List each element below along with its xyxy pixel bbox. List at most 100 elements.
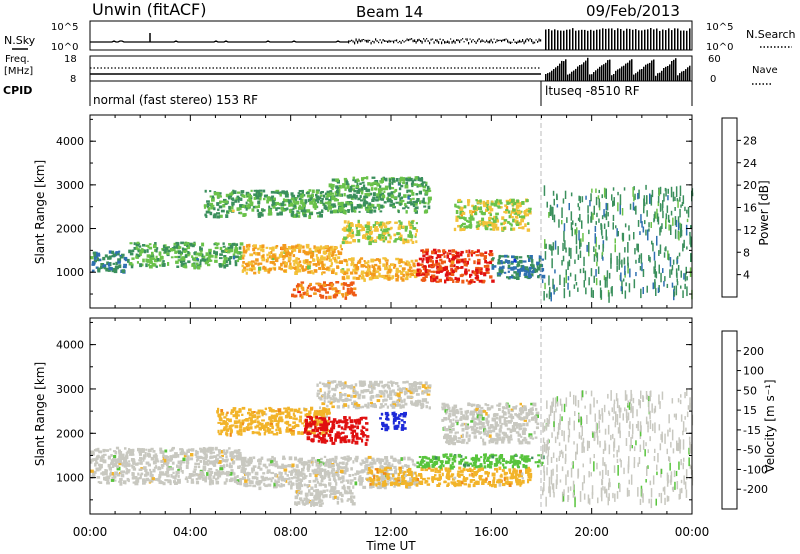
- power-cell: [367, 271, 370, 276]
- power-cell: [674, 216, 677, 226]
- power-cell: [328, 206, 332, 210]
- velocity-cell: [420, 460, 424, 464]
- velocity-cell: [256, 415, 260, 418]
- power-cell: [487, 224, 492, 227]
- nave-bar: [639, 69, 641, 81]
- velocity-cell: [119, 482, 123, 486]
- power-cell: [690, 225, 692, 229]
- power-cell: [660, 272, 662, 283]
- power-cell: [108, 266, 112, 271]
- velocity-cell: [376, 486, 380, 490]
- velocity-cell: [291, 463, 295, 468]
- power-cell: [356, 182, 359, 186]
- power-cell: [118, 250, 121, 253]
- velocity-cell: [277, 420, 280, 424]
- velocity-cell: [195, 478, 199, 481]
- power-cell: [601, 235, 604, 239]
- power-cell: [378, 194, 382, 198]
- velocity-cell: [376, 457, 380, 461]
- power-cell: [360, 272, 364, 275]
- power-cell: [541, 279, 544, 284]
- power-cell: [362, 235, 366, 239]
- power-cell: [427, 269, 431, 273]
- power-cell: [654, 281, 656, 289]
- power-cell: [408, 223, 413, 227]
- velocity-cell: [299, 415, 303, 419]
- power-cell: [349, 227, 352, 232]
- power-cell: [398, 182, 401, 185]
- velocity-cell: [413, 481, 417, 484]
- power-cell: [223, 198, 227, 203]
- velocity-cell: [390, 481, 394, 485]
- velocity-cell: [129, 449, 132, 453]
- velocity-cell: [157, 466, 162, 471]
- velocity-cell: [241, 476, 245, 481]
- power-cell: [509, 276, 514, 279]
- velocity-cell: [318, 468, 323, 473]
- velocity-cell: [286, 414, 291, 418]
- velocity-cell: [101, 454, 105, 459]
- nsky-point: [390, 40, 392, 43]
- power-cell: [293, 204, 297, 208]
- nsky-point: [412, 39, 414, 43]
- power-cell: [292, 288, 296, 292]
- velocity-cell: [376, 470, 380, 474]
- velocity-cell: [277, 465, 281, 469]
- power-cell: [446, 254, 450, 259]
- power-cell: [349, 185, 353, 190]
- velocity-cell: [365, 477, 368, 480]
- power-cell: [666, 283, 669, 288]
- power-cell: [503, 271, 507, 274]
- velocity-cell: [521, 457, 524, 461]
- power-cell: [255, 189, 260, 193]
- power-cell: [677, 216, 680, 223]
- velocity-cell: [268, 463, 271, 467]
- power-cell: [679, 208, 681, 218]
- power-cell: [179, 260, 183, 264]
- velocity-cell: [330, 485, 333, 490]
- power-cell: [527, 222, 530, 225]
- power-cell: [341, 205, 345, 209]
- velocity-cell: [425, 480, 429, 483]
- power-cell: [243, 194, 246, 198]
- nave-bar: [623, 65, 625, 81]
- power-cell: [385, 261, 389, 266]
- power-cell: [499, 266, 503, 270]
- velocity-cell: [420, 467, 424, 471]
- velocity-cell: [298, 419, 302, 423]
- power-cell: [376, 193, 380, 197]
- velocity-cell: [302, 466, 305, 469]
- power-cell: [284, 191, 287, 195]
- velocity-cell: [267, 478, 270, 481]
- power-cell: [107, 256, 111, 260]
- power-cell: [248, 267, 251, 272]
- power-cell: [303, 261, 307, 265]
- velocity-cell: [353, 477, 357, 481]
- nsky-point: [454, 41, 456, 44]
- power-cell: [137, 249, 141, 253]
- velocity-cell: [316, 480, 319, 484]
- power-cell: [540, 258, 544, 261]
- power-cell: [435, 262, 438, 266]
- velocity-cell: [378, 458, 383, 462]
- power-cell: [214, 255, 218, 259]
- y-tick-label: 2000: [56, 223, 84, 236]
- velocity-cell: [220, 409, 224, 413]
- velocity-cell: [322, 468, 327, 472]
- power-cell: [245, 271, 248, 275]
- velocity-cell: [484, 471, 489, 475]
- velocity-cell: [145, 471, 150, 476]
- power-cell: [495, 226, 500, 231]
- power-cell: [258, 266, 262, 271]
- power-cell: [551, 206, 553, 216]
- nsearch-bar: [566, 29, 568, 50]
- nave-bar: [653, 59, 655, 81]
- power-cell: [208, 254, 211, 258]
- velocity-cell: [326, 458, 330, 463]
- colorbar-tick-label: 4: [743, 269, 750, 282]
- power-cell: [422, 257, 425, 261]
- power-cell: [316, 200, 320, 204]
- power-cell: [271, 258, 275, 261]
- power-cell: [413, 270, 417, 274]
- velocity-cell: [506, 480, 509, 483]
